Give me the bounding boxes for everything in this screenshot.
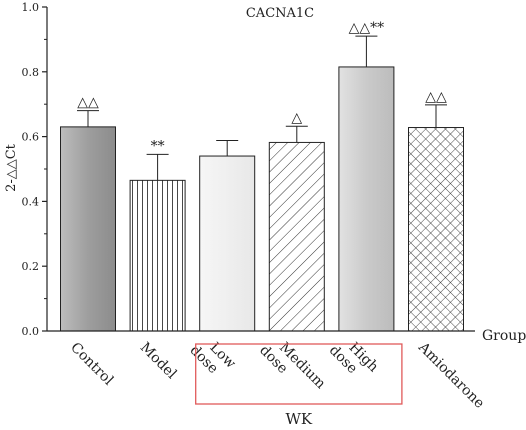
y-axis-ticks: 0.0 0.2 0.4 0.6 0.8 1.0 [22,1,47,338]
y-tick-label: 1.0 [22,1,40,14]
significance-label-amiodarone: △△ [425,89,447,105]
y-tick-label: 0.0 [22,325,40,338]
significance-label-control: △△ [77,95,99,111]
bar-control [60,126,116,332]
bar-high-dose [338,66,395,332]
bar-medium-dose [268,141,325,332]
x-tick-label-medium-dose: Mediumdose [256,331,328,403]
bar-model [129,179,186,332]
y-tick-label: 0.6 [22,131,40,144]
y-tick-label: 0.4 [22,195,40,208]
significance-label-high-dose: △△** [349,20,385,36]
x-tick-label-high-dose: Highdose [326,331,382,387]
y-tick-label: 0.8 [22,66,40,79]
y-tick-label: 0.2 [22,260,40,273]
bar-low-dose [199,155,256,332]
x-tick-label-control: Control [67,340,116,389]
bars-layer: △△**△△△**△△ [60,20,464,332]
x-tick-label-low-dose: Lowdose [187,331,239,383]
significance-label-model: ** [151,138,165,154]
bar-amiodarone [408,127,464,332]
x-axis-label: Group [482,328,526,344]
chart-title: CACNA1C [246,6,314,21]
wk-group-label: WK [285,410,312,428]
significance-label-medium-dose: △ [291,110,302,126]
y-axis-label: 2-△△Ct [4,143,19,192]
x-tick-label-amiodarone: Amiodarone [414,339,487,412]
x-axis-labels: Control Model Lowdose Mediumdose Highdose Ami… [67,331,487,412]
x-tick-label-model: Model [137,340,180,383]
wk-group-box [195,343,403,405]
